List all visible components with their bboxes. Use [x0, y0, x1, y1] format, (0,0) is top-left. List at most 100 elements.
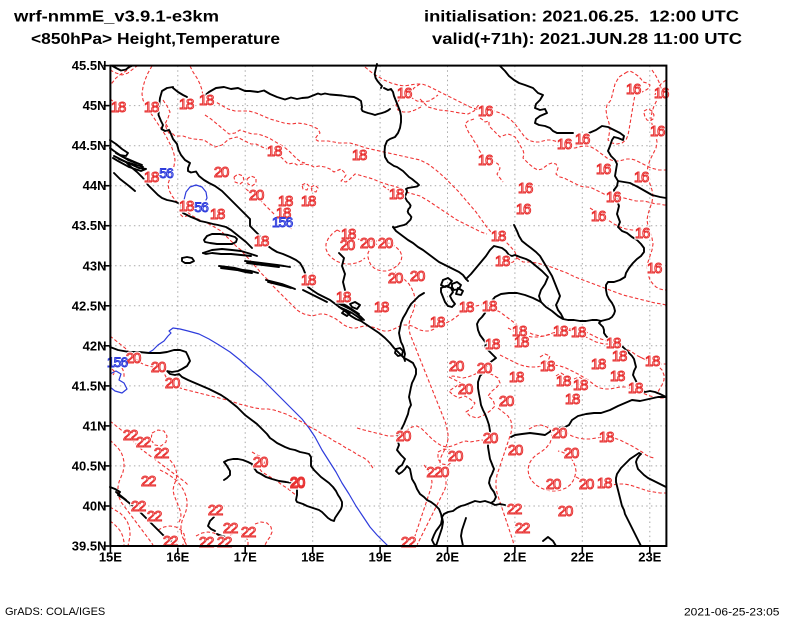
svg-text:valid(+71h): 2021.JUN.28 11:00: valid(+71h): 2021.JUN.28 11:00 UTC: [432, 31, 743, 48]
svg-text:20: 20: [458, 381, 473, 398]
svg-text:22: 22: [136, 434, 151, 451]
svg-text:18: 18: [267, 143, 282, 160]
svg-text:43N: 43N: [83, 258, 107, 273]
svg-text:20: 20: [508, 442, 523, 459]
svg-text:22: 22: [136, 434, 151, 451]
svg-text:22: 22: [515, 520, 530, 537]
svg-text:18: 18: [179, 96, 194, 113]
svg-text:18: 18: [276, 205, 291, 222]
svg-text:18: 18: [597, 475, 612, 492]
svg-text:20: 20: [564, 445, 579, 462]
svg-text:41.5N: 41.5N: [72, 378, 107, 393]
svg-text:20: 20: [448, 448, 463, 465]
svg-text:22: 22: [515, 520, 530, 537]
svg-text:18: 18: [301, 193, 316, 210]
svg-text:18: 18: [352, 147, 367, 164]
svg-text:16: 16: [557, 136, 572, 153]
svg-text:22: 22: [241, 524, 256, 541]
svg-text:initialisation: 2021.06.25. 1: initialisation: 2021.06.25. 12:00 UTC: [424, 9, 740, 26]
svg-text:20: 20: [378, 235, 393, 252]
svg-text:2021-06-25-23:05: 2021-06-25-23:05: [684, 607, 780, 618]
svg-text:20: 20: [410, 268, 425, 285]
svg-text:16: 16: [647, 260, 662, 277]
svg-text:20: 20: [449, 358, 464, 375]
svg-text:18: 18: [610, 368, 625, 385]
svg-text:18: 18: [509, 369, 524, 386]
svg-text:20: 20: [378, 235, 393, 252]
svg-text:18: 18: [606, 335, 621, 352]
svg-text:18: 18: [514, 334, 529, 351]
svg-text:20: 20: [552, 425, 567, 442]
svg-text:20: 20: [253, 454, 268, 471]
svg-text:18: 18: [645, 353, 660, 370]
svg-text:18: 18: [485, 336, 500, 353]
svg-text:<850hPa> Height,Temperature: <850hPa> Height,Temperature: [31, 31, 280, 48]
svg-text:20: 20: [564, 445, 579, 462]
svg-text:42N: 42N: [83, 338, 107, 353]
svg-text:18E: 18E: [301, 550, 324, 565]
svg-text:22: 22: [208, 502, 223, 519]
svg-text:18: 18: [565, 391, 580, 408]
svg-text:18: 18: [482, 298, 497, 315]
svg-text:20: 20: [151, 359, 166, 376]
svg-text:156: 156: [107, 354, 129, 370]
svg-text:20: 20: [558, 503, 573, 520]
svg-text:18: 18: [301, 193, 316, 210]
svg-text:18: 18: [491, 228, 506, 245]
svg-text:16: 16: [634, 169, 649, 186]
svg-text:20: 20: [396, 428, 411, 445]
svg-text:20: 20: [579, 476, 594, 493]
svg-text:18: 18: [278, 193, 293, 210]
svg-text:18: 18: [540, 358, 555, 375]
svg-text:20: 20: [449, 358, 464, 375]
svg-text:18: 18: [606, 335, 621, 352]
svg-text:18: 18: [540, 358, 555, 375]
svg-text:22: 22: [147, 508, 162, 525]
svg-text:20: 20: [340, 237, 355, 254]
svg-text:18: 18: [509, 369, 524, 386]
svg-text:44N: 44N: [83, 178, 107, 193]
svg-text:18: 18: [254, 233, 269, 250]
svg-text:22: 22: [147, 508, 162, 525]
svg-text:20: 20: [165, 375, 180, 392]
svg-text:41N: 41N: [83, 418, 107, 433]
svg-text:20: 20: [214, 164, 229, 181]
svg-text:16: 16: [606, 189, 621, 206]
svg-text:18: 18: [374, 299, 389, 316]
svg-text:20: 20: [508, 442, 523, 459]
svg-text:56: 56: [194, 199, 209, 215]
svg-text:18: 18: [565, 391, 580, 408]
svg-text:22: 22: [208, 502, 223, 519]
svg-text:18: 18: [556, 373, 571, 390]
svg-text:16: 16: [478, 152, 493, 169]
svg-text:22: 22: [507, 501, 522, 518]
svg-text:18: 18: [341, 226, 356, 243]
svg-text:18: 18: [612, 348, 627, 365]
svg-text:20: 20: [388, 270, 403, 287]
svg-text:18: 18: [610, 368, 625, 385]
svg-text:18: 18: [144, 169, 159, 186]
svg-text:20: 20: [434, 464, 449, 481]
svg-text:20: 20: [249, 187, 264, 204]
svg-text:15E: 15E: [99, 550, 122, 565]
svg-text:22: 22: [141, 473, 156, 490]
svg-text:16: 16: [397, 85, 412, 102]
svg-text:18: 18: [267, 143, 282, 160]
svg-text:16: 16: [478, 152, 493, 169]
svg-text:43.5N: 43.5N: [72, 218, 107, 233]
svg-text:16: 16: [591, 208, 606, 225]
svg-text:20: 20: [396, 428, 411, 445]
svg-text:44.5N: 44.5N: [72, 138, 107, 153]
svg-text:22: 22: [163, 533, 178, 550]
svg-text:18: 18: [645, 353, 660, 370]
svg-text:18: 18: [430, 314, 445, 331]
svg-text:18: 18: [485, 336, 500, 353]
svg-text:22: 22: [223, 520, 238, 537]
svg-text:20: 20: [579, 476, 594, 493]
svg-text:22: 22: [223, 520, 238, 537]
svg-text:16: 16: [478, 103, 493, 120]
svg-text:16: 16: [647, 260, 662, 277]
svg-text:18: 18: [210, 206, 225, 223]
svg-text:18: 18: [430, 314, 445, 331]
svg-text:18: 18: [482, 298, 497, 315]
